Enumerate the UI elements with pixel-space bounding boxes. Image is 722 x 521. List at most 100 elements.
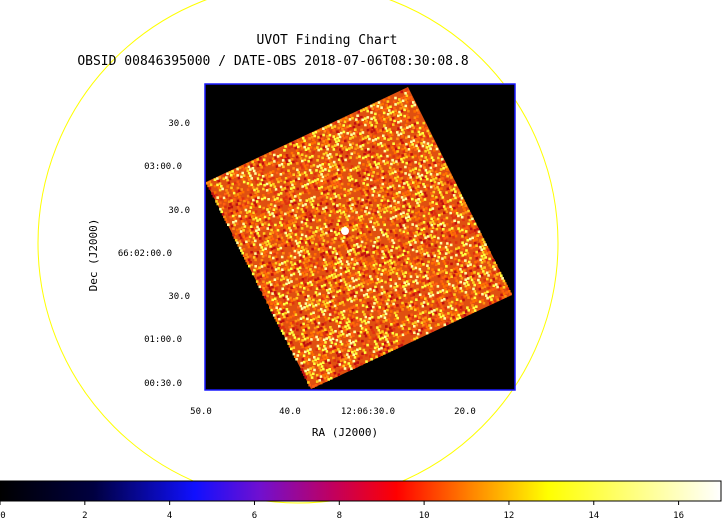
noise-pixel bbox=[260, 265, 264, 268]
noise-pixel bbox=[443, 256, 447, 259]
noise-pixel bbox=[260, 258, 264, 262]
noise-pixel bbox=[375, 208, 379, 211]
noise-pixel bbox=[372, 196, 376, 200]
noise-pixel bbox=[303, 213, 306, 216]
noise-pixel bbox=[361, 217, 365, 221]
noise-pixel bbox=[437, 236, 440, 240]
noise-pixel bbox=[298, 154, 301, 158]
noise-pixel bbox=[329, 319, 332, 323]
noise-pixel bbox=[431, 226, 435, 229]
noise-pixel bbox=[410, 300, 413, 304]
noise-pixel bbox=[304, 241, 308, 244]
noise-pixel bbox=[286, 192, 289, 195]
noise-pixel bbox=[350, 280, 353, 284]
noise-pixel bbox=[393, 286, 396, 289]
noise-pixel bbox=[429, 172, 433, 176]
noise-pixel bbox=[313, 362, 316, 365]
noise-pixel bbox=[389, 179, 392, 182]
noise-pixel bbox=[429, 147, 432, 151]
noise-pixel bbox=[454, 241, 458, 244]
noise-pixel bbox=[381, 170, 384, 173]
noise-pixel bbox=[287, 194, 291, 198]
noise-pixel bbox=[359, 138, 362, 142]
noise-pixel bbox=[423, 185, 427, 188]
noise-pixel bbox=[393, 244, 397, 247]
noise-pixel bbox=[450, 182, 453, 186]
noise-pixel bbox=[411, 210, 414, 214]
noise-pixel bbox=[254, 265, 257, 268]
noise-pixel bbox=[280, 316, 284, 320]
noise-pixel bbox=[368, 211, 371, 215]
noise-pixel bbox=[398, 235, 402, 239]
noise-pixel bbox=[376, 166, 379, 169]
noise-pixel bbox=[305, 173, 308, 177]
noise-pixel bbox=[262, 206, 265, 210]
noise-pixel bbox=[421, 205, 424, 209]
noise-pixel bbox=[420, 173, 424, 177]
noise-pixel bbox=[273, 272, 277, 275]
noise-pixel bbox=[283, 241, 286, 245]
noise-pixel bbox=[249, 225, 253, 228]
noise-pixel bbox=[431, 201, 434, 204]
noise-pixel bbox=[390, 329, 393, 332]
noise-pixel bbox=[405, 155, 408, 159]
noise-pixel bbox=[363, 140, 366, 143]
noise-pixel bbox=[268, 162, 271, 165]
noise-pixel bbox=[218, 182, 222, 185]
noise-pixel bbox=[319, 368, 323, 372]
noise-pixel bbox=[346, 298, 350, 302]
noise-pixel bbox=[399, 267, 402, 270]
noise-pixel bbox=[236, 228, 239, 232]
noise-pixel bbox=[381, 262, 385, 266]
noise-pixel bbox=[267, 185, 270, 188]
noise-pixel bbox=[309, 341, 312, 345]
noise-pixel bbox=[305, 186, 308, 190]
noise-pixel bbox=[397, 133, 400, 137]
noise-pixel bbox=[399, 212, 403, 216]
noise-pixel bbox=[473, 229, 477, 232]
noise-pixel bbox=[488, 263, 491, 267]
noise-pixel bbox=[340, 163, 344, 167]
noise-pixel bbox=[288, 178, 292, 181]
noise-pixel bbox=[329, 197, 333, 201]
noise-pixel bbox=[393, 267, 396, 270]
noise-pixel bbox=[284, 212, 287, 216]
noise-pixel bbox=[383, 255, 387, 258]
noise-pixel bbox=[326, 228, 329, 231]
noise-pixel bbox=[424, 236, 427, 239]
noise-pixel bbox=[358, 334, 362, 338]
noise-pixel bbox=[375, 342, 378, 346]
noise-pixel bbox=[390, 268, 394, 271]
noise-pixel bbox=[370, 111, 373, 114]
noise-pixel bbox=[329, 364, 333, 367]
noise-pixel bbox=[309, 280, 312, 284]
noise-pixel bbox=[322, 207, 325, 211]
noise-pixel bbox=[252, 169, 256, 173]
noise-pixel bbox=[365, 273, 368, 277]
noise-pixel bbox=[417, 309, 421, 313]
noise-pixel bbox=[321, 342, 325, 345]
noise-pixel bbox=[409, 243, 412, 247]
noise-pixel bbox=[302, 341, 306, 345]
noise-pixel bbox=[293, 298, 296, 301]
noise-pixel bbox=[444, 252, 448, 255]
noise-pixel bbox=[420, 228, 423, 232]
noise-pixel bbox=[459, 261, 462, 265]
noise-pixel bbox=[345, 241, 349, 244]
noise-pixel bbox=[448, 173, 452, 177]
noise-pixel bbox=[394, 282, 398, 285]
y-tick-label: 30.0 bbox=[168, 119, 190, 129]
noise-pixel bbox=[389, 105, 392, 109]
noise-pixel bbox=[474, 292, 478, 296]
noise-pixel bbox=[403, 294, 407, 297]
noise-pixel bbox=[252, 230, 256, 234]
noise-pixel bbox=[353, 349, 357, 353]
noise-pixel bbox=[347, 349, 350, 353]
noise-pixel bbox=[251, 160, 254, 164]
noise-pixel bbox=[438, 245, 442, 249]
noise-pixel bbox=[399, 107, 402, 110]
noise-pixel bbox=[344, 363, 348, 366]
noise-pixel bbox=[455, 298, 459, 301]
noise-pixel bbox=[255, 229, 258, 232]
noise-pixel bbox=[352, 225, 356, 228]
